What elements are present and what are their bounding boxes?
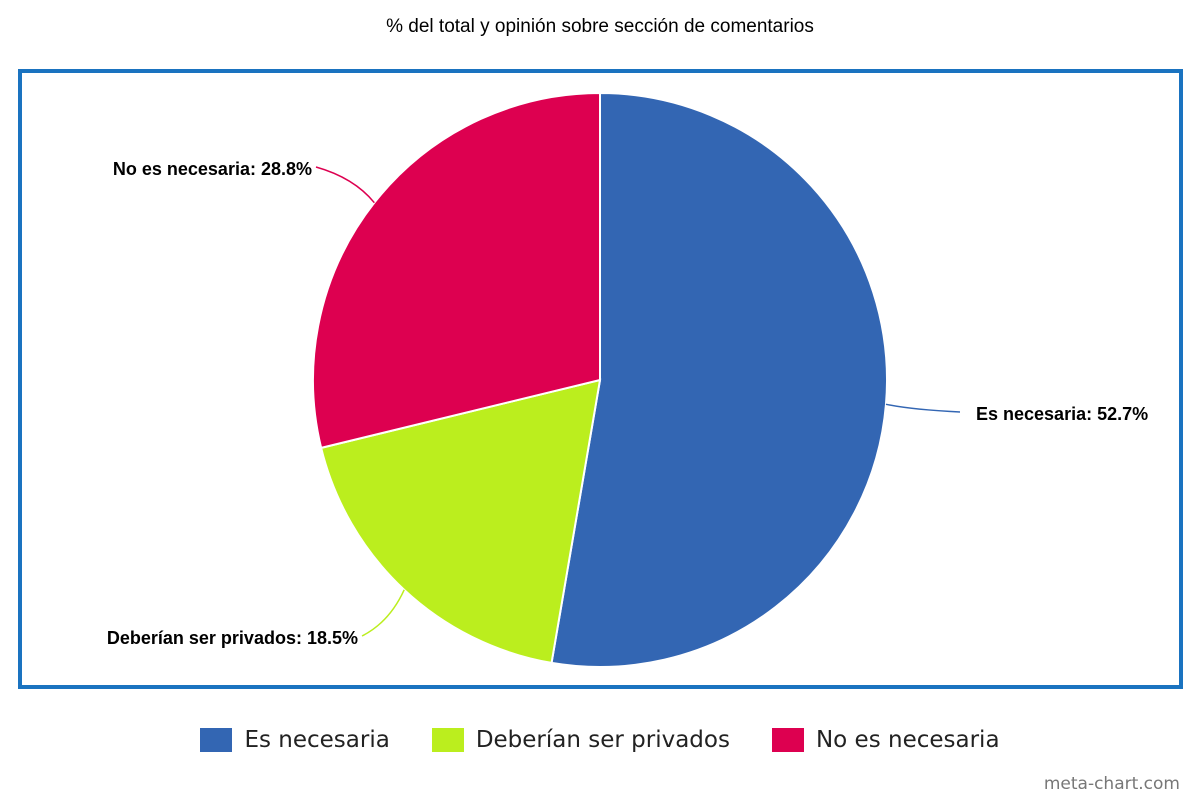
slice-data-label: Es necesaria: 52.7% [976,404,1148,424]
legend-swatch [431,728,464,752]
leader-line [361,589,405,637]
legend-swatch [200,728,233,752]
pie-slice-no-es-necesaria[interactable] [312,91,601,450]
slice-data-label: Deberían ser privados: 18.5% [107,628,358,648]
legend-item-deberian-ser-privados[interactable]: Deberían ser privados [431,727,730,753]
legend-swatch [771,728,804,752]
legend-item-es-necesaria[interactable]: Es necesaria [200,727,390,753]
legend-label: Es necesaria [244,727,390,753]
chart-frame [18,69,1183,689]
watermark-text: meta-chart.com [1043,774,1180,794]
chart-legend: Es necesaria Deberían ser privados No es… [0,722,1200,758]
legend-item-no-es-necesaria[interactable]: No es necesaria [771,727,1000,753]
slice-data-label: No es necesaria: 28.8% [113,159,312,179]
leader-line [885,403,961,413]
chart-title: % del total y opinión sobre sección de c… [386,16,814,37]
legend-label: Deberían ser privados [475,727,730,753]
pie-slice-es-necesaria[interactable] [550,91,888,668]
legend-label: No es necesaria [815,727,1000,753]
leader-line [315,166,375,204]
